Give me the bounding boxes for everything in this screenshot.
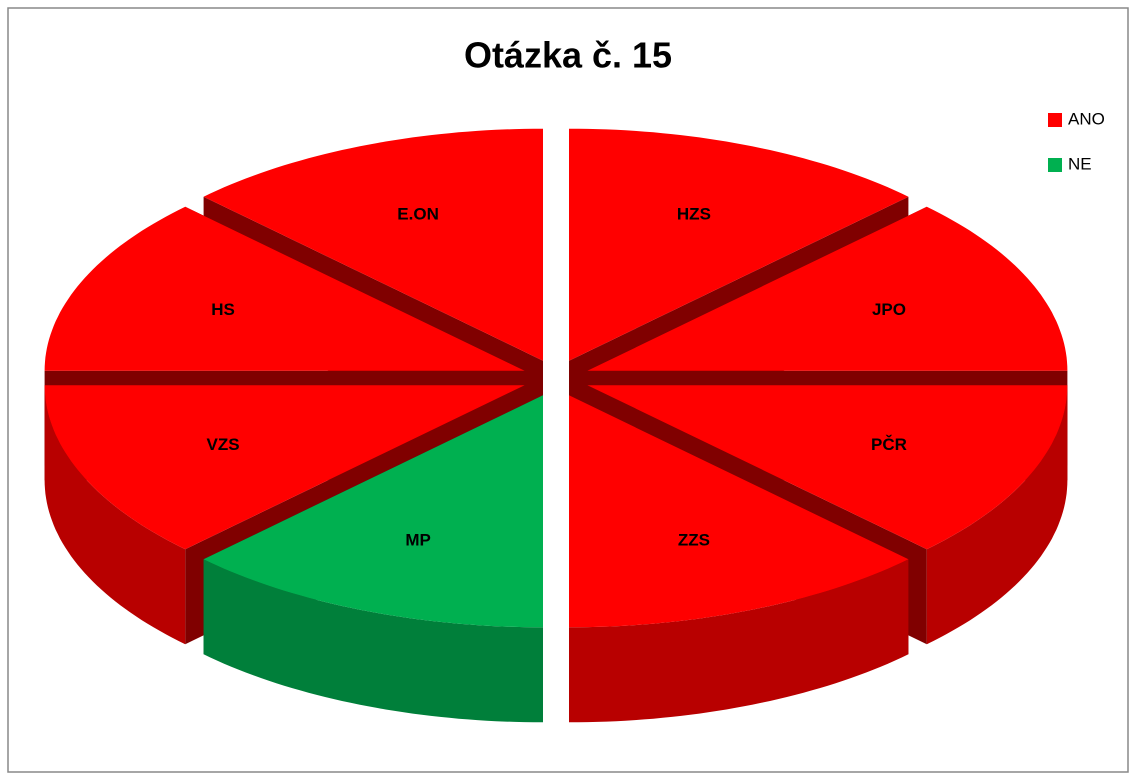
pie-slice bbox=[569, 395, 909, 628]
legend-swatch bbox=[1048, 158, 1062, 172]
slice-label: PČR bbox=[871, 435, 907, 454]
legend-swatch bbox=[1048, 113, 1062, 127]
slice-wall bbox=[203, 559, 543, 723]
pie-slice bbox=[587, 206, 1068, 371]
legend-label: ANO bbox=[1068, 109, 1105, 128]
pie-slice bbox=[587, 385, 1068, 550]
slice-wall bbox=[569, 559, 909, 723]
slice-label: HZS bbox=[677, 204, 711, 223]
slice-label: ZZS bbox=[678, 531, 710, 550]
slice-wall bbox=[926, 385, 1068, 645]
chart-title: Otázka č. 15 bbox=[464, 35, 672, 76]
pie-slice bbox=[569, 128, 909, 361]
slice-wall bbox=[44, 385, 186, 645]
legend-label: NE bbox=[1068, 154, 1092, 173]
slice-label: HS bbox=[211, 300, 235, 319]
pie-slice bbox=[44, 206, 525, 371]
pie-slice bbox=[44, 385, 525, 550]
slice-label: E.ON bbox=[397, 204, 439, 223]
pie-slice bbox=[203, 128, 543, 361]
pie-slice bbox=[203, 395, 543, 628]
slice-label: MP bbox=[405, 531, 431, 550]
slice-label: VZS bbox=[207, 435, 240, 454]
slice-label: JPO bbox=[872, 300, 906, 319]
